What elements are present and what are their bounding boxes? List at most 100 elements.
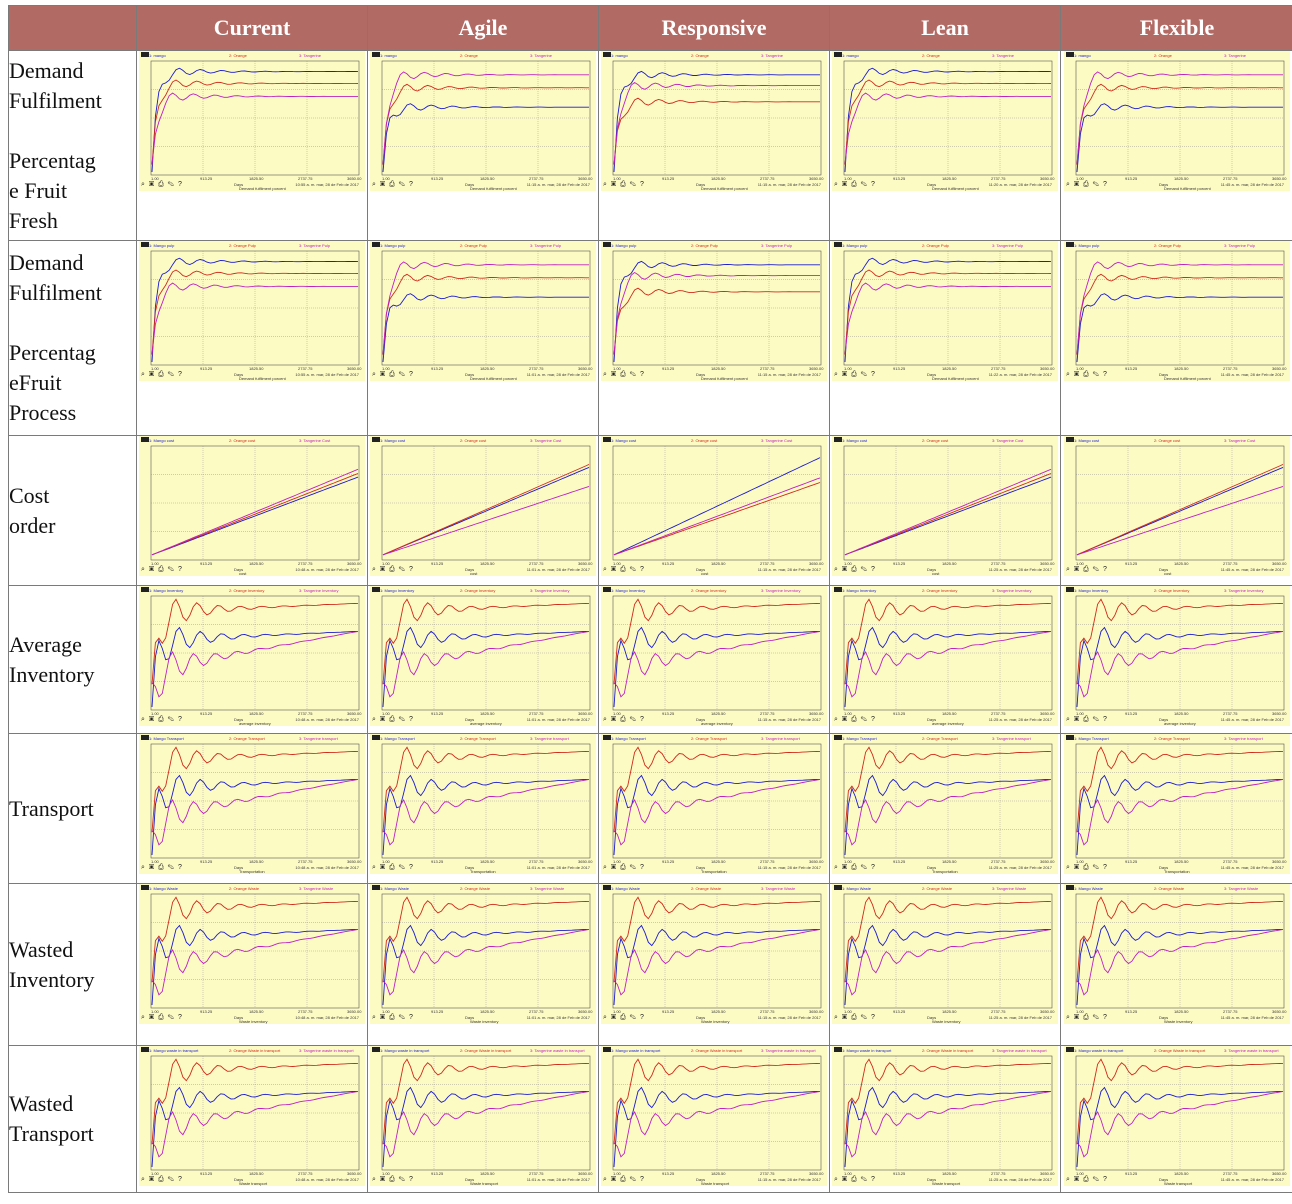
- x-axis-label: Days: [465, 1015, 475, 1020]
- legend-entry: 2: Orange Waste: [922, 886, 953, 891]
- x-tick-label: 1825.50: [711, 366, 726, 371]
- plot-thumbnail: 1: Mango pulp 2: Orange Pulp 3: Tangerine …: [139, 241, 365, 381]
- orange-series-line: [151, 746, 359, 833]
- graph-variable-label: cost: [1164, 571, 1172, 576]
- plot-thumbnail: 1: mango 2: Orange 3: Tangerine 1.00 913.25 1…: [832, 51, 1058, 191]
- graph-variable-label: Waste transport: [1164, 1181, 1193, 1186]
- legend-entry: 1: Mango Waste: [149, 886, 178, 891]
- x-tick-label: 1.00: [382, 176, 390, 181]
- legend-entry: 2: Orange Transport: [691, 736, 727, 741]
- x-tick-label: 2737.75: [1223, 1171, 1238, 1176]
- legend-entry: 2: Orange Waste: [691, 886, 722, 891]
- x-tick-label: 3650.00: [578, 366, 593, 371]
- x-axis-label: Days: [465, 1177, 475, 1182]
- x-tick-label: 1825.50: [480, 176, 495, 181]
- graph-toolbar-icons: ⌕ ▣ ⎙ ✎ ?: [1066, 566, 1108, 573]
- plot-legend: 1: mango 2: Orange 3: Tangerine: [842, 53, 1052, 59]
- graph-pad-icon: [603, 735, 611, 740]
- graph-pad-icon: [834, 735, 842, 740]
- orange-series-line: [1076, 896, 1284, 983]
- timestamp: 10:48 a. m. mar, 28 de Feb de 2017: [295, 865, 359, 870]
- plot-thumbnail: 1: Mango cost 2: Orange cost 3: Tangerine …: [1064, 436, 1290, 576]
- graph-variable-label: average inventory: [239, 721, 271, 726]
- tangerine-series-line: [382, 1090, 590, 1158]
- x-tick-label: 3650.00: [1040, 176, 1055, 181]
- x-tick-labels: 1.00 913.25 1825.50 2737.75 3650.00: [613, 711, 823, 717]
- legend-entry: 3: Tangerine Cost: [761, 438, 793, 443]
- x-tick-labels: 1.00 913.25 1825.50 2737.75 3650.00: [1076, 711, 1286, 717]
- line-graph: [843, 743, 1053, 859]
- legend-entry: 3: Tangerine Pulp: [1224, 243, 1256, 248]
- x-tick-labels: 1.00 913.25 1825.50 2737.75 3650.00: [844, 1009, 1054, 1015]
- x-tick-label: 2737.75: [760, 176, 775, 181]
- orange-series-line: [613, 97, 820, 165]
- x-tick-label: 1825.50: [711, 176, 726, 181]
- x-tick-label: 913.25: [893, 859, 906, 864]
- orange-series-line: [151, 473, 359, 556]
- x-tick-label: 3650.00: [809, 1171, 824, 1176]
- x-axis-label: Days: [696, 372, 706, 377]
- x-axis-label: Days: [927, 1177, 937, 1182]
- x-tick-label: 913.25: [200, 711, 213, 716]
- x-tick-label: 3650.00: [347, 859, 362, 864]
- x-tick-labels: 1.00 913.25 1825.50 2737.75 3650.00: [1076, 859, 1286, 865]
- x-tick-labels: 1.00 913.25 1825.50 2737.75 3650.00: [613, 561, 823, 567]
- graph-variable-label: Demand fulfilment porcent: [239, 376, 286, 381]
- orange-series-line: [151, 1058, 359, 1145]
- x-tick-labels: 1.00 913.25 1825.50 2737.75 3650.00: [613, 176, 823, 182]
- tangerine-series-line: [1076, 630, 1284, 698]
- x-tick-label: 2737.75: [1223, 366, 1238, 371]
- graph-toolbar-icons: ⌕ ▣ ⎙ ✎ ?: [372, 181, 414, 188]
- x-axis-label: Days: [465, 567, 475, 572]
- mango-series-line: [382, 1086, 590, 1168]
- x-tick-label: 1.00: [151, 711, 159, 716]
- x-tick-label: 913.25: [1125, 859, 1138, 864]
- line-graph: [612, 743, 822, 859]
- plot-thumbnail: 1: Mango Waste 2: Orange Waste 3: Tangerin…: [139, 884, 365, 1024]
- x-tick-label: 3650.00: [1272, 561, 1287, 566]
- legend-entry: 2: Orange: [691, 53, 709, 58]
- timestamp: 11:01 a. m. mar, 28 de Feb de 2017: [526, 372, 590, 377]
- x-tick-labels: 1.00 913.25 1825.50 2737.75 3650.00: [382, 859, 592, 865]
- legend-entry: 1: Mango cost: [380, 438, 406, 443]
- graph-pad-icon: [141, 587, 149, 592]
- plot-legend: 1: Mango cost 2: Orange cost 3: Tangerine …: [611, 438, 821, 444]
- x-tick-label: 2737.75: [760, 561, 775, 566]
- legend-entry: 3: Tangerine Inventory: [1224, 588, 1264, 593]
- orange-series-line: [613, 482, 821, 556]
- timestamp: 11:25 a. m. mar, 28 de Feb de 2017: [988, 1015, 1052, 1020]
- orange-series-line: [844, 598, 1052, 685]
- graph-variable-label: cost: [701, 571, 709, 576]
- x-tick-label: 1.00: [382, 1009, 390, 1014]
- plot-thumbnail: 1: Mango Waste 2: Orange Waste 3: Tangerin…: [1064, 884, 1290, 1024]
- plot-thumbnail: 1: Mango pulp 2: Orange Pulp 3: Tangerine …: [370, 241, 596, 381]
- x-axis-label: Days: [234, 372, 244, 377]
- tangerine-series-line: [844, 928, 1052, 996]
- plot-cell: 1: Mango Transport 2: Orange Transport 3: …: [1060, 733, 1292, 884]
- timestamp: 11:01 a. m. mar, 28 de Feb de 2017: [526, 1177, 590, 1182]
- legend-entry: 3: Tangerine Waste: [1224, 886, 1259, 891]
- x-tick-label: 3650.00: [1040, 859, 1055, 864]
- plot-cell: 1: mango 2: Orange 3: Tangerine 1.00 913.25 1…: [1060, 50, 1292, 241]
- legend-entry: 1: Mango Transport: [1074, 736, 1109, 741]
- x-axis-label: Days: [1159, 182, 1169, 187]
- legend-entry: 1: Mango cost: [149, 438, 175, 443]
- x-tick-label: 1.00: [1076, 1171, 1084, 1176]
- tangerine-series-line: [613, 1090, 821, 1158]
- mango-series-line: [613, 260, 820, 363]
- plot-legend: 1: Mango Inventory 2: Orange Inventory 3: …: [1074, 588, 1284, 594]
- legend-entry: 1: Mango Inventory: [842, 588, 877, 593]
- plot-cell: 1: Mango Transport 2: Orange Transport 3: …: [367, 733, 599, 884]
- orange-series-line: [151, 896, 359, 983]
- plot-thumbnail: 1: Mango Transport 2: Orange Transport 3: …: [370, 734, 596, 874]
- x-axis-label: Days: [234, 1015, 244, 1020]
- graph-pad-icon: [141, 735, 149, 740]
- x-tick-label: 913.25: [662, 176, 675, 181]
- line-graph: [150, 595, 360, 711]
- plot-cell: 1: Mango cost 2: Orange cost 3: Tangerine …: [136, 435, 368, 586]
- legend-entry: 3: Tangerine Cost: [530, 438, 562, 443]
- tangerine-series-line: [151, 92, 358, 165]
- x-tick-label: 3650.00: [578, 561, 593, 566]
- graph-toolbar-icons: ⌕ ▣ ⎙ ✎ ?: [603, 371, 645, 378]
- plot-cell: 1: Mango waste in transport 2: Orange Was…: [367, 1045, 599, 1193]
